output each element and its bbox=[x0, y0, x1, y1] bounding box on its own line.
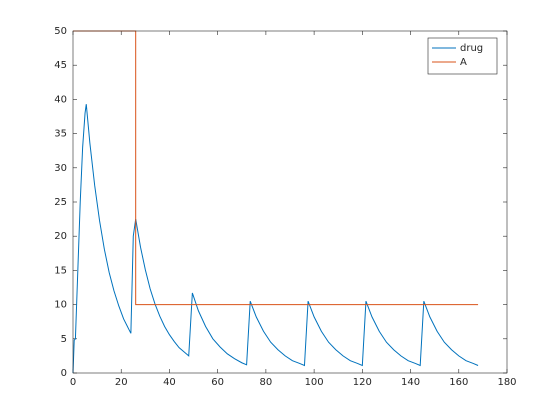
y-tick-label: 45 bbox=[54, 60, 67, 71]
series-line bbox=[72, 104, 479, 374]
legend-label: A bbox=[460, 57, 467, 68]
legend-box bbox=[427, 37, 498, 75]
x-tick-label: 140 bbox=[401, 377, 420, 388]
x-tick-label: 40 bbox=[163, 377, 176, 388]
y-tick-label: 15 bbox=[54, 265, 67, 276]
y-tick-label: 0 bbox=[61, 368, 67, 379]
x-tick-label: 100 bbox=[305, 377, 324, 388]
y-tick-label: 50 bbox=[54, 26, 67, 37]
y-tick-label: 20 bbox=[54, 231, 67, 242]
y-tick-label: 10 bbox=[54, 300, 67, 311]
x-tick-label: 0 bbox=[70, 377, 76, 388]
axes-box bbox=[72, 30, 508, 374]
legend: drug A bbox=[427, 37, 498, 75]
y-tick-label: 25 bbox=[54, 197, 67, 208]
x-tick-label: 80 bbox=[260, 377, 273, 388]
x-tick-label: 180 bbox=[497, 377, 516, 388]
y-tick-label: 40 bbox=[54, 94, 67, 105]
x-tick-label: 60 bbox=[211, 377, 224, 388]
y-tick-label: 35 bbox=[54, 129, 67, 140]
y-tick-label: 30 bbox=[54, 163, 67, 174]
x-tick-label: 20 bbox=[115, 377, 128, 388]
y-tick-label: 5 bbox=[61, 334, 67, 345]
x-tick-label: 120 bbox=[353, 377, 372, 388]
x-tick-label: 160 bbox=[449, 377, 468, 388]
legend-label: drug bbox=[460, 43, 483, 54]
plot-area bbox=[73, 31, 507, 373]
